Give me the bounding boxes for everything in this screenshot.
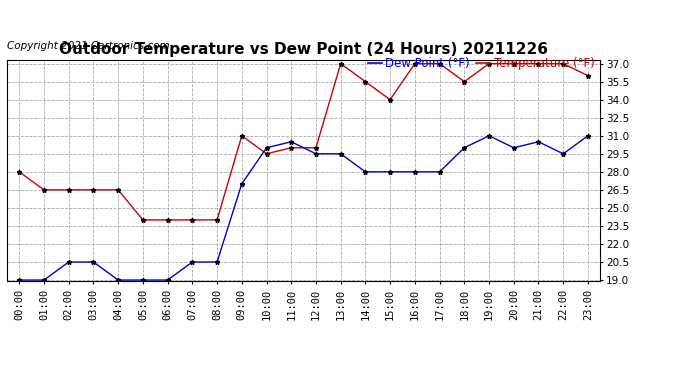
Title: Outdoor Temperature vs Dew Point (24 Hours) 20211226: Outdoor Temperature vs Dew Point (24 Hou… — [59, 42, 548, 57]
Legend: Dew Point (°F), Temperature (°F): Dew Point (°F), Temperature (°F) — [368, 57, 594, 70]
Text: Copyright 2021 Cartronics.com: Copyright 2021 Cartronics.com — [7, 41, 170, 51]
